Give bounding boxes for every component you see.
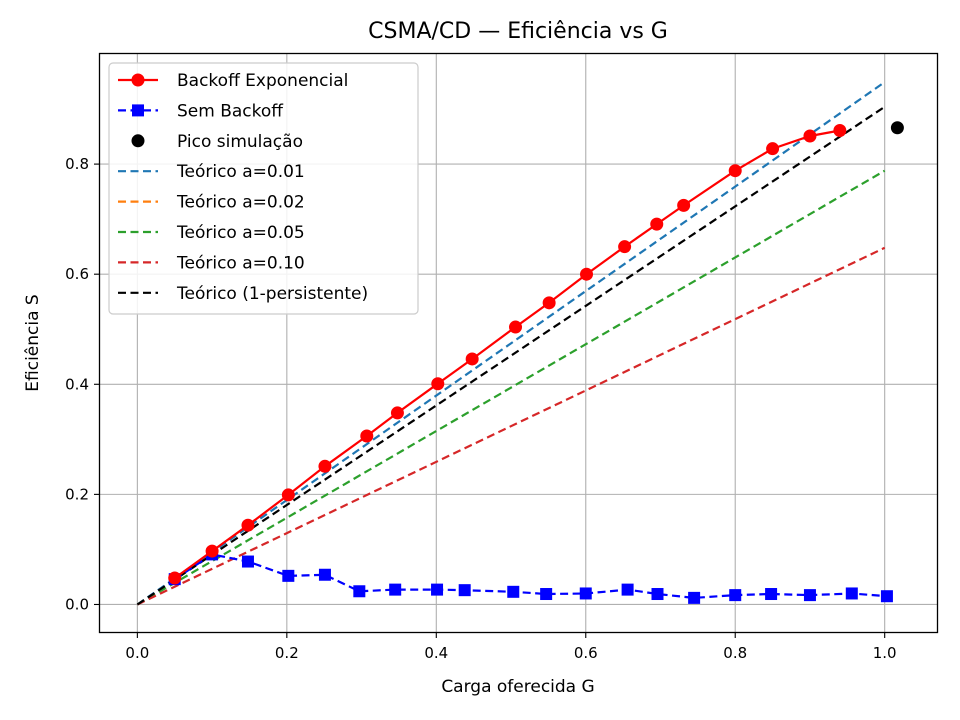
- legend-item-teorico-a-0-10: Teórico a=0.10: [118, 253, 305, 273]
- legend-marker: [131, 134, 145, 148]
- legend-item-teorico-a-0-02: Teórico a=0.02: [118, 193, 305, 213]
- chart-title: CSMA/CD — Eficiência vs G: [368, 19, 668, 44]
- legend-marker: [132, 104, 144, 117]
- data-point: [431, 583, 444, 596]
- data-point: [205, 544, 219, 558]
- data-point: [803, 129, 817, 143]
- y-tick-label: 0.0: [65, 595, 89, 613]
- legend-item-backoff-exponencial: Backoff Exponencial: [118, 71, 348, 91]
- data-point: [845, 587, 858, 600]
- legend-label: Teórico (1-persistente): [176, 284, 368, 304]
- legend-label: Teórico a=0.05: [176, 223, 305, 243]
- data-point: [360, 429, 374, 443]
- x-axis-label: Carga oferecida G: [441, 677, 594, 697]
- series-teorico-a-0-01: [136, 81, 886, 606]
- y-axis-label: Eficiência S: [23, 294, 43, 391]
- series-line: [136, 246, 886, 606]
- data-point: [890, 121, 904, 135]
- x-tick-label: 0.0: [125, 644, 149, 662]
- data-point: [688, 591, 701, 604]
- data-point: [766, 142, 780, 156]
- legend-label: Teórico a=0.10: [176, 253, 305, 273]
- y-tick-label: 0.4: [65, 375, 89, 393]
- series-layer: [136, 81, 904, 606]
- legend-item-pico-simulacao: Pico simulação: [131, 132, 303, 152]
- legend-label: Teórico a=0.01: [176, 162, 305, 182]
- y-tick-label: 0.6: [65, 265, 89, 283]
- data-point: [880, 590, 893, 603]
- legend-label: Sem Backoff: [177, 101, 284, 121]
- legend-label: Teórico a=0.02: [176, 193, 305, 213]
- data-point: [507, 585, 520, 598]
- legend-items: Backoff Exponencial Sem Backoff Pico simul…: [118, 71, 368, 304]
- data-point: [318, 568, 331, 581]
- data-point: [168, 571, 182, 585]
- data-point: [509, 320, 523, 334]
- data-point: [542, 296, 556, 310]
- legend-label: Pico simulação: [177, 132, 303, 152]
- series-teorico-a-0-10: [136, 246, 886, 606]
- legend-label: Backoff Exponencial: [177, 71, 348, 91]
- legend-marker: [131, 73, 145, 87]
- series-pico-simulacao: [890, 121, 904, 135]
- data-point: [765, 588, 778, 601]
- series-sem-backoff: [168, 548, 893, 604]
- x-tick-label: 0.6: [574, 644, 598, 662]
- y-tick-label: 0.8: [65, 155, 89, 173]
- y-tick-label: 0.2: [65, 485, 89, 503]
- legend-box: [108, 62, 419, 315]
- series-teorico-a-0-05: [136, 169, 886, 606]
- x-tick-label: 0.8: [723, 644, 747, 662]
- data-point: [651, 588, 664, 601]
- series-line: [136, 169, 886, 606]
- legend-item-teorico-a-0-05: Teórico a=0.05: [118, 223, 305, 243]
- series-backoff-exponencial: [168, 124, 847, 585]
- data-point: [677, 198, 691, 212]
- data-point: [458, 584, 471, 597]
- data-point: [282, 569, 295, 582]
- data-point: [579, 587, 592, 600]
- data-point: [389, 583, 402, 596]
- data-point: [431, 377, 445, 391]
- data-point: [390, 406, 404, 420]
- data-point: [281, 488, 295, 502]
- legend-item-sem-backoff: Sem Backoff: [118, 101, 284, 121]
- data-point: [540, 588, 553, 601]
- data-point: [650, 217, 664, 231]
- data-point: [465, 352, 479, 366]
- x-tick-label: 1.0: [873, 644, 897, 662]
- data-point: [353, 585, 366, 598]
- x-tick-label: 0.4: [424, 644, 448, 662]
- data-point: [833, 124, 847, 138]
- data-point: [618, 240, 632, 254]
- data-point: [728, 164, 742, 178]
- legend-item-teorico-1-persistente: Teórico (1-persistente): [118, 284, 368, 304]
- legend: Backoff Exponencial Sem Backoff Pico simul…: [108, 62, 419, 315]
- plot-frame: [98, 52, 939, 634]
- data-point: [580, 267, 594, 281]
- x-tick-label: 0.2: [275, 644, 299, 662]
- data-point: [318, 459, 332, 473]
- axis-ticks: 0.0 0.2 0.4 0.6 0.8 1.0 0.0 0.2 0.4 0.6 0.8: [65, 155, 896, 662]
- data-point: [241, 555, 254, 568]
- data-point: [729, 589, 742, 602]
- data-point: [241, 518, 255, 532]
- legend-item-teorico-a-0-01: Teórico a=0.01: [118, 162, 305, 182]
- series-line: [136, 81, 886, 606]
- data-point: [621, 583, 634, 596]
- data-point: [803, 589, 816, 602]
